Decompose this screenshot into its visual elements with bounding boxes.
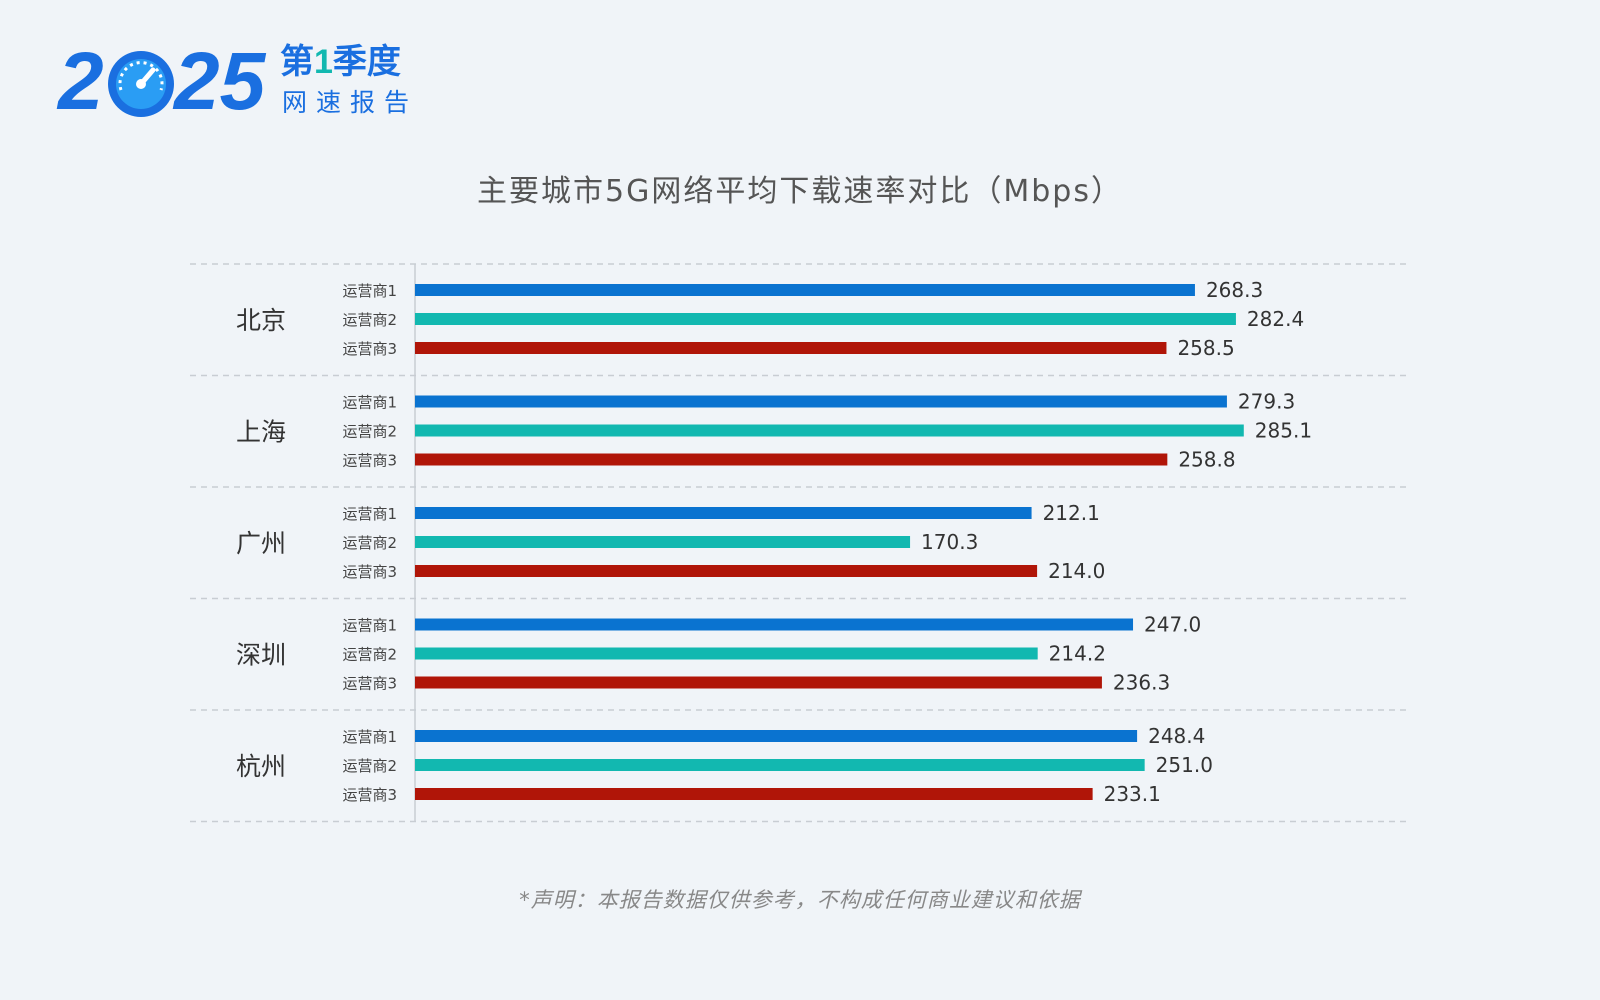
series-label: 运营商2: [342, 423, 397, 441]
value-label: 285.1: [1255, 419, 1312, 443]
value-label: 282.4: [1247, 307, 1304, 331]
bar: [415, 284, 1195, 296]
series-label: 运营商2: [342, 757, 397, 775]
bar: [415, 618, 1134, 631]
value-label: 214.2: [1049, 642, 1106, 666]
value-label: 212.1: [1043, 501, 1100, 525]
bar: [415, 788, 1093, 800]
bar: [415, 565, 1038, 577]
series-label: 运营商1: [342, 617, 397, 635]
logo-year-right: 25: [174, 36, 266, 127]
bar: [415, 536, 911, 548]
logo-quarter-suffix: 季度: [332, 42, 401, 82]
value-label: 233.1: [1104, 782, 1161, 806]
chart-title: 主要城市5G网络平均下载速率对比（Mbps）: [477, 174, 1123, 209]
series-label: 运营商3: [342, 675, 397, 693]
logo-year-left: 2: [58, 36, 104, 127]
logo-quarter-number: 1: [314, 43, 333, 81]
logo-quarter: 第1季度: [280, 42, 401, 82]
series-label: 运营商1: [342, 282, 397, 300]
series-label: 运营商2: [342, 534, 397, 552]
value-label: 268.3: [1206, 278, 1263, 302]
logo-subtitle: 网速报告: [282, 88, 419, 117]
bar: [415, 313, 1236, 325]
value-label: 258.8: [1178, 448, 1235, 472]
logo-quarter-prefix: 第: [280, 42, 314, 82]
value-label: 236.3: [1113, 671, 1170, 695]
value-label: 279.3: [1238, 390, 1295, 414]
city-label: 上海: [236, 417, 286, 446]
logo: 2 25 第1季度 网速报告: [58, 40, 438, 130]
value-label: 251.0: [1156, 753, 1213, 777]
value-label: 247.0: [1144, 613, 1201, 637]
bar: [415, 647, 1038, 660]
bar: [415, 507, 1032, 519]
series-label: 运营商2: [342, 311, 397, 329]
bar: [415, 730, 1138, 742]
speedometer-icon: [108, 51, 174, 117]
bar: [415, 424, 1244, 437]
value-label: 170.3: [921, 530, 978, 554]
value-label: 214.0: [1048, 559, 1105, 583]
city-label: 杭州: [236, 752, 286, 781]
disclaimer: *声明：本报告数据仅供参考，不构成任何商业建议和依据: [519, 888, 1081, 912]
value-label: 258.5: [1177, 336, 1234, 360]
series-label: 运营商3: [342, 340, 397, 358]
series-label: 运营商3: [342, 786, 397, 804]
bar: [415, 759, 1145, 771]
series-label: 运营商1: [342, 505, 397, 523]
series-label: 运营商1: [342, 728, 397, 746]
city-label: 北京: [236, 306, 286, 335]
series-label: 运营商1: [342, 394, 397, 412]
series-label: 运营商3: [342, 563, 397, 581]
value-label: 248.4: [1148, 724, 1205, 748]
bar: [415, 342, 1167, 354]
series-label: 运营商3: [342, 452, 397, 470]
bar: [415, 395, 1227, 408]
bar: [415, 676, 1102, 689]
city-label: 深圳: [236, 640, 286, 669]
bar: [415, 453, 1168, 466]
series-label: 运营商2: [342, 646, 397, 664]
city-label: 广州: [236, 529, 286, 558]
